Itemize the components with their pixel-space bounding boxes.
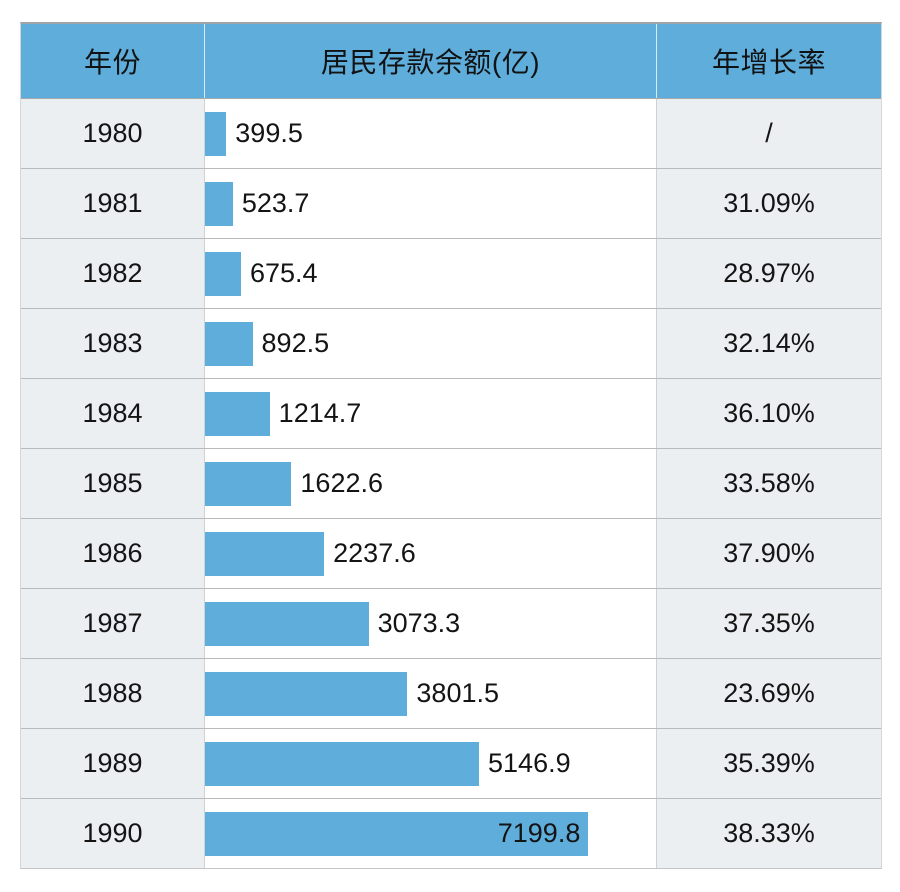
- growth-cell: 33.58%: [657, 449, 881, 518]
- deposit-cell: 3073.3: [205, 589, 657, 658]
- table-row: 1985 1622.6 33.58%: [21, 448, 881, 518]
- growth-cell: 38.33%: [657, 799, 881, 868]
- deposit-bar: [205, 741, 480, 786]
- year-cell: 1983: [21, 309, 205, 378]
- header-deposit-balance: 居民存款余额(亿): [205, 24, 657, 98]
- year-cell: 1988: [21, 659, 205, 728]
- deposit-value-label: 7199.8: [497, 818, 581, 848]
- year-cell: 1987: [21, 589, 205, 658]
- year-cell: 1981: [21, 169, 205, 238]
- deposit-cell: 5146.9: [205, 729, 657, 798]
- growth-cell: 35.39%: [657, 729, 881, 798]
- deposit-bar: [205, 531, 325, 576]
- deposit-cell: 3801.5: [205, 659, 657, 728]
- deposit-value-label: 2237.6: [333, 538, 416, 568]
- table-row: 1986 2237.6 37.90%: [21, 518, 881, 588]
- deposit-value-label: 892.5: [261, 328, 330, 358]
- deposit-cell: 523.7: [205, 169, 657, 238]
- year-cell: 1986: [21, 519, 205, 588]
- table-body: 1980 399.5 / 1981 523.7 31.09% 1982 675.4 28.97%…: [21, 98, 881, 868]
- table-row: 1984 1214.7 36.10%: [21, 378, 881, 448]
- deposit-cell: 1214.7: [205, 379, 657, 448]
- growth-cell: 32.14%: [657, 309, 881, 378]
- table-row: 1982 675.4 28.97%: [21, 238, 881, 308]
- table-row: 1987 3073.3 37.35%: [21, 588, 881, 658]
- deposit-cell: 399.5: [205, 99, 657, 168]
- year-cell: 1982: [21, 239, 205, 308]
- growth-cell: 37.35%: [657, 589, 881, 658]
- header-year: 年份: [21, 24, 205, 98]
- growth-cell: 37.90%: [657, 519, 881, 588]
- table-header: 年份 居民存款余额(亿) 年增长率: [21, 24, 881, 98]
- growth-cell: /: [657, 99, 881, 168]
- growth-cell: 28.97%: [657, 239, 881, 308]
- table-row: 1981 523.7 31.09%: [21, 168, 881, 238]
- deposit-value-label: 1622.6: [300, 468, 383, 498]
- deposit-value-label: 1214.7: [278, 398, 362, 428]
- table-row: 1989 5146.9 35.39%: [21, 728, 881, 798]
- deposit-value-label: 5146.9: [488, 748, 571, 778]
- deposit-bar: [205, 251, 241, 296]
- header-growth-rate: 年增长率: [711, 47, 826, 78]
- deposit-value-label: 399.5: [235, 118, 303, 148]
- deposit-cell: 7199.8: [205, 799, 657, 868]
- deposit-table: 年份 居民存款余额(亿) 年增长率 1980 399.5 / 1981 523.7 31.…: [20, 22, 882, 869]
- table-row: 1983 892.5 32.14%: [21, 308, 881, 378]
- year-cell: 1990: [21, 799, 205, 868]
- growth-cell: 31.09%: [657, 169, 881, 238]
- table-row: 1990 7199.8 38.33%: [21, 798, 881, 868]
- table-row: 1980 399.5 /: [21, 98, 881, 168]
- deposit-bar: [205, 461, 292, 506]
- deposit-bar: [205, 671, 408, 716]
- deposit-bar: [205, 181, 233, 226]
- deposit-value-label: 675.4: [249, 258, 318, 288]
- deposit-value-label: 523.7: [241, 188, 310, 218]
- deposit-bar: [205, 601, 369, 646]
- year-cell: 1980: [21, 99, 205, 168]
- deposit-cell: 892.5: [205, 309, 657, 378]
- year-cell: 1984: [21, 379, 205, 448]
- deposit-bar: [205, 321, 253, 366]
- growth-cell: 23.69%: [657, 659, 881, 728]
- deposit-bar: [205, 391, 270, 436]
- deposit-value-label: 3073.3: [377, 608, 461, 638]
- deposit-cell: 2237.6: [205, 519, 657, 588]
- deposit-cell: 1622.6: [205, 449, 657, 518]
- deposit-bar: 7199.8: [205, 811, 589, 856]
- year-cell: 1989: [21, 729, 205, 798]
- deposit-cell: 675.4: [205, 239, 657, 308]
- deposit-bar: [205, 111, 227, 156]
- growth-cell: 36.10%: [657, 379, 881, 448]
- deposit-value-label: 3801.5: [416, 678, 499, 708]
- year-cell: 1985: [21, 449, 205, 518]
- table-row: 1988 3801.5 23.69%: [21, 658, 881, 728]
